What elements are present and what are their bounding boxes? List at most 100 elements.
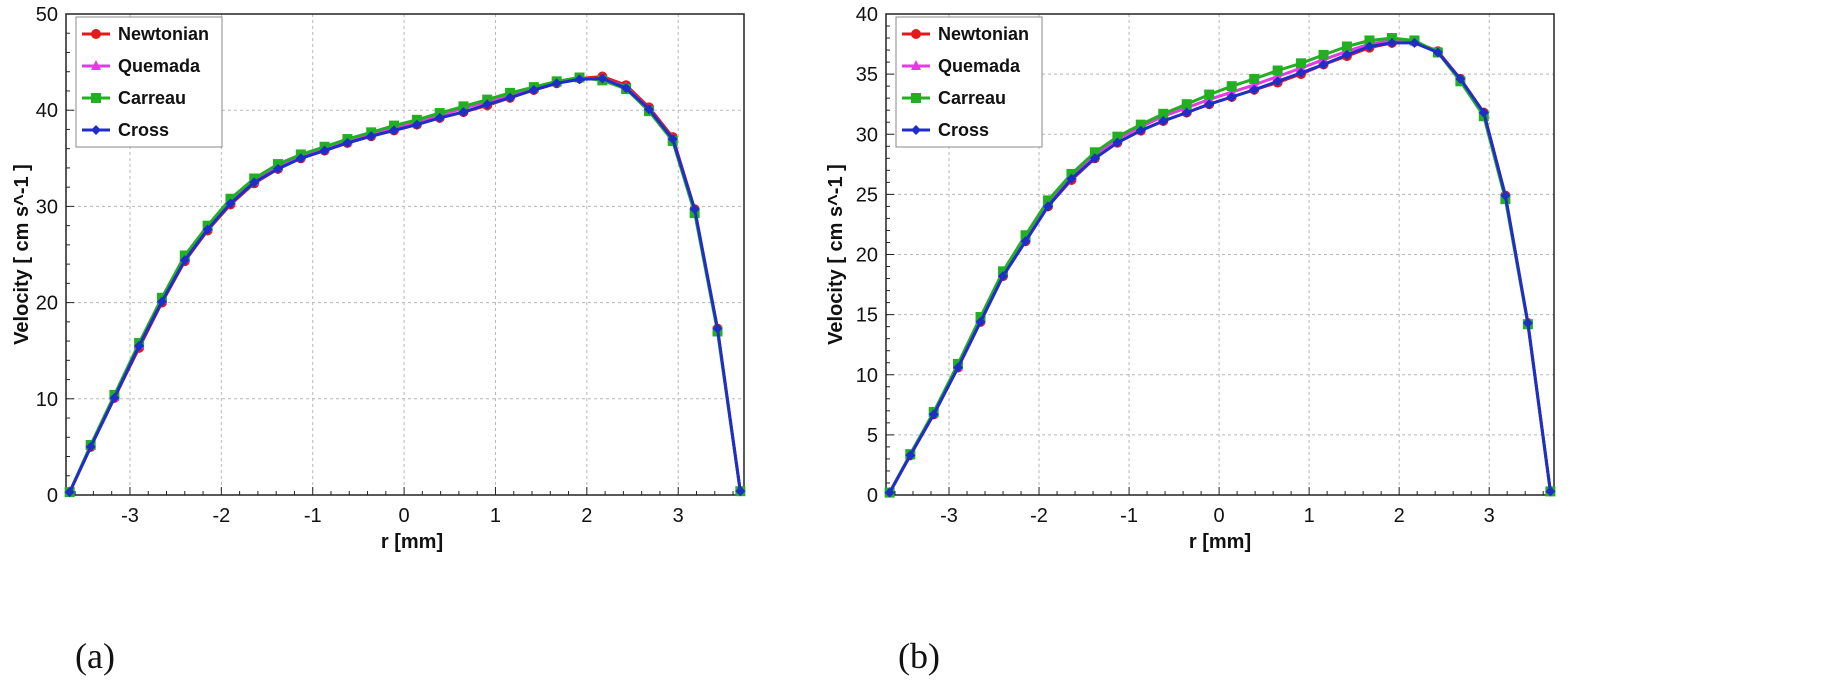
data-point-cross	[319, 145, 330, 156]
data-point-cross	[975, 316, 986, 327]
legend-box	[75, 16, 223, 148]
data-point-cross	[1545, 486, 1556, 497]
data-point-cross	[1386, 37, 1397, 48]
legend-box	[895, 16, 1043, 148]
data-point-carreau	[1135, 119, 1146, 130]
legend-marker-quemada	[911, 60, 921, 70]
data-point-cross	[712, 323, 723, 334]
data-point-cross	[1135, 125, 1146, 136]
legend-marker-cross	[91, 125, 101, 135]
x-tick-label: 0	[399, 505, 410, 527]
x-axis-label: r [mm]	[1189, 531, 1251, 553]
legend: Newtonian Quemada Carreau Cross	[895, 16, 1043, 148]
data-point-cross	[1478, 107, 1489, 118]
data-point-cross	[621, 83, 632, 94]
y-axis-label: Velocity [ cm s^-1 ]	[11, 164, 33, 345]
data-point-cross	[1296, 67, 1307, 78]
data-point-cross	[1500, 190, 1511, 201]
data-point-cross	[179, 255, 190, 266]
y-tick-label: 0	[867, 485, 878, 507]
x-axis-label: r [mm]	[381, 531, 443, 553]
data-point-carreau	[1272, 65, 1283, 76]
y-tick-label: 25	[856, 184, 878, 206]
y-tick-label: 10	[856, 365, 878, 387]
x-tick-label: -3	[940, 505, 958, 527]
x-tick-label: -3	[121, 505, 139, 527]
data-point-carreau	[1249, 73, 1260, 84]
data-point-cross	[597, 73, 608, 84]
legend: Newtonian Quemada Carreau Cross	[75, 16, 223, 148]
data-point-cross	[735, 486, 746, 497]
data-point-cross	[366, 131, 377, 142]
y-tick-label: 30	[36, 196, 58, 218]
legend-label-carreau: Carreau	[938, 88, 1006, 108]
legend-label-newtonian: Newtonian	[118, 24, 209, 44]
data-point-carreau	[1204, 89, 1215, 100]
y-axis-label: Velocity [ cm s^-1 ]	[825, 164, 847, 345]
legend-marker-newtonian	[91, 29, 101, 39]
data-point-cross	[905, 450, 916, 461]
y-tick-label: 10	[36, 389, 58, 411]
data-point-cross	[505, 92, 516, 103]
data-point-cross	[1043, 201, 1054, 212]
data-point-cross	[342, 137, 353, 148]
x-tick-label: 2	[1394, 505, 1405, 527]
legend-marker-cross	[911, 125, 921, 135]
x-tick-label: -1	[1120, 505, 1138, 527]
legend-marker-newtonian	[911, 29, 921, 39]
x-tick-label: 0	[1214, 505, 1225, 527]
data-point-cross	[928, 409, 939, 420]
data-point-carreau	[1296, 58, 1307, 69]
legend-marker-carreau	[91, 93, 101, 103]
data-point-cross	[953, 362, 964, 373]
data-point-carreau	[458, 101, 469, 112]
data-point-cross	[998, 271, 1009, 282]
y-tick-label: 50	[36, 4, 58, 26]
data-point-cross	[1364, 41, 1375, 52]
data-point-cross	[1522, 318, 1533, 329]
data-point-cross	[1409, 37, 1420, 48]
y-tick-label: 35	[856, 64, 878, 86]
legend-label-newtonian: Newtonian	[938, 24, 1029, 44]
data-point-cross	[434, 112, 445, 123]
data-point-cross	[411, 119, 422, 130]
data-point-cross	[109, 392, 120, 403]
x-tick-label: 2	[581, 505, 592, 527]
x-tick-label: 3	[673, 505, 684, 527]
data-point-cross	[389, 125, 400, 136]
legend-label-cross: Cross	[118, 120, 169, 140]
series-cross	[884, 37, 1556, 498]
data-point-cross	[1112, 137, 1123, 148]
data-point-carreau	[1226, 81, 1237, 92]
data-point-cross	[1249, 84, 1260, 95]
legend-marker-quemada	[91, 60, 101, 70]
panel-label-a: (a)	[75, 636, 115, 676]
data-point-carreau	[1181, 99, 1192, 110]
data-point-cross	[202, 224, 213, 235]
x-tick-label: 1	[1304, 505, 1315, 527]
data-point-cross	[574, 74, 585, 85]
y-tick-label: 40	[856, 4, 878, 26]
panel-label-b: (b)	[898, 636, 940, 676]
data-point-cross	[667, 134, 678, 145]
y-tick-label: 30	[856, 124, 878, 146]
y-tick-label: 40	[36, 100, 58, 122]
data-point-cross	[528, 84, 539, 95]
data-point-cross	[1020, 236, 1031, 247]
data-point-cross	[295, 153, 306, 164]
data-point-carreau	[1043, 195, 1054, 206]
data-point-cross	[225, 198, 236, 209]
data-point-carreau	[1089, 147, 1100, 158]
data-point-cross	[482, 99, 493, 110]
y-tick-label: 20	[856, 245, 878, 267]
y-tick-label: 20	[36, 293, 58, 315]
data-point-carreau	[1020, 230, 1031, 241]
data-point-cross	[156, 296, 167, 307]
series-line-cross	[888, 41, 1552, 494]
data-point-carreau	[1112, 131, 1123, 142]
y-tick-label: 5	[867, 425, 878, 447]
data-point-carreau	[1341, 41, 1352, 52]
